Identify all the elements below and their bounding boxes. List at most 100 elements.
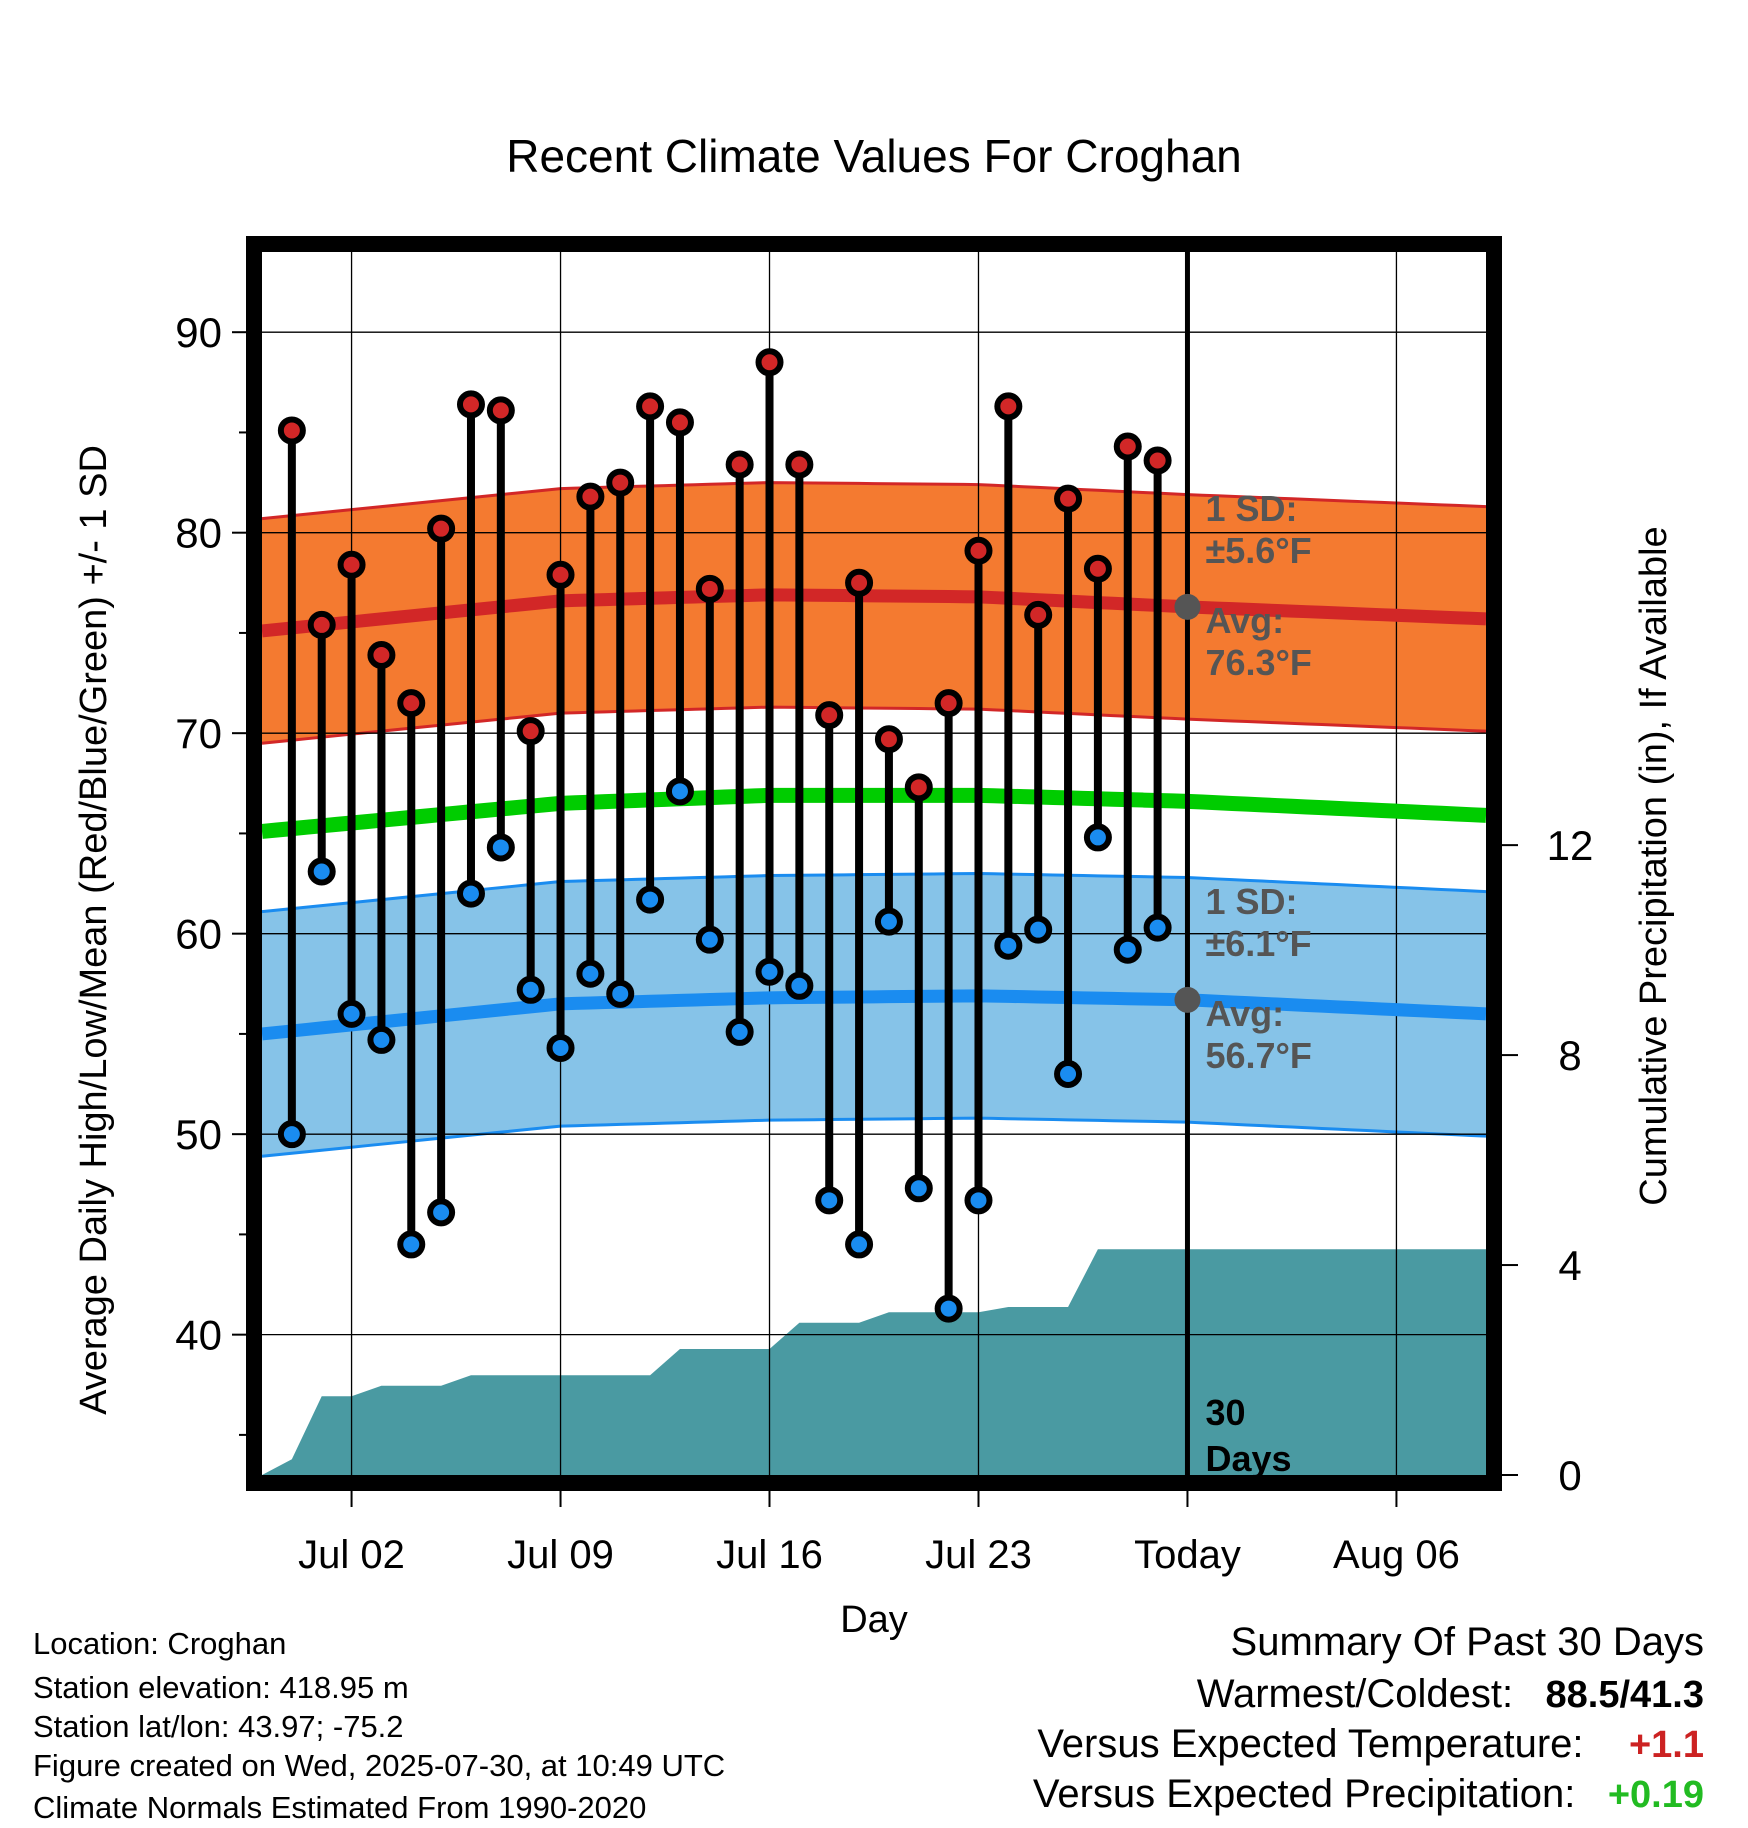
precip-label: Versus Expected Precipitation: xyxy=(1032,1772,1576,1816)
low-point xyxy=(337,999,366,1028)
high-avg-marker xyxy=(1174,593,1201,620)
low-point xyxy=(277,1120,306,1149)
y-axis-label: Average Daily High/Low/Mean (Red/Blue/Gr… xyxy=(73,445,115,1415)
high-point xyxy=(337,550,366,579)
days-word: Days xyxy=(1205,1438,1291,1479)
low-point xyxy=(904,1174,933,1203)
high-point xyxy=(606,468,635,497)
high-point xyxy=(904,773,933,802)
high-point xyxy=(546,560,575,589)
high-avg-label: Avg: xyxy=(1205,600,1284,641)
low-point xyxy=(1024,915,1053,944)
low-point xyxy=(606,979,635,1008)
footer-normals: Climate Normals Estimated From 1990-2020 xyxy=(33,1790,647,1825)
high-point xyxy=(755,348,784,377)
low-point xyxy=(874,907,903,936)
high-point xyxy=(636,392,665,421)
low-point xyxy=(1083,823,1112,852)
summary-title: Summary Of Past 30 Days xyxy=(1230,1620,1704,1664)
high-point xyxy=(1054,484,1083,513)
high-point xyxy=(516,717,545,746)
warm-cold-label: Warmest/Coldest: xyxy=(1196,1672,1514,1716)
low-point xyxy=(427,1198,456,1227)
high-point xyxy=(1113,432,1142,461)
high-point xyxy=(874,725,903,754)
low-sd-value: ±6.1°F xyxy=(1205,923,1311,964)
normal-bands xyxy=(261,481,1487,1158)
low-point xyxy=(516,975,545,1004)
low-point xyxy=(1054,1060,1083,1089)
low-point xyxy=(636,885,665,914)
axes: 40 50 60 70 80 90 0 4 8 12 Jul 02 Jul 09 Jul 16 Jul 2… xyxy=(175,236,1593,1577)
low-point xyxy=(934,1294,963,1323)
high-point xyxy=(1024,600,1053,629)
low-point xyxy=(755,957,784,986)
low-point xyxy=(1143,913,1172,942)
temp-label: Versus Expected Temperature: xyxy=(1037,1722,1584,1766)
plot-frame xyxy=(246,236,1502,1491)
low-point xyxy=(964,1186,993,1215)
low-avg-value: 56.7°F xyxy=(1205,1035,1311,1076)
x-tick-label: Jul 09 xyxy=(507,1533,614,1577)
footer-location: Location: Croghan xyxy=(33,1626,287,1661)
high-sd-label: 1 SD: xyxy=(1205,488,1297,529)
high-point xyxy=(964,536,993,565)
y-tick-label: 80 xyxy=(175,510,222,557)
y-tick-label: 90 xyxy=(175,309,222,356)
low-point xyxy=(695,925,724,954)
x-tick-label: Aug 06 xyxy=(1333,1533,1460,1577)
y-tick-label: 50 xyxy=(175,1111,222,1158)
high-point xyxy=(456,390,485,419)
y2-axis-label: Cumulative Precipitation (in), If Availa… xyxy=(1633,526,1675,1205)
high-point xyxy=(1083,554,1112,583)
high-point xyxy=(845,568,874,597)
low-point xyxy=(815,1186,844,1215)
y2-tick-label: 0 xyxy=(1558,1452,1581,1499)
high-point xyxy=(815,701,844,730)
low-point xyxy=(665,777,694,806)
low-point xyxy=(725,1017,754,1046)
high-sd-band xyxy=(262,482,1486,744)
footer-latlon: Station lat/lon: 43.97; -75.2 xyxy=(33,1709,404,1744)
high-avg-value: 76.3°F xyxy=(1205,642,1311,683)
high-point xyxy=(367,640,396,669)
high-point xyxy=(665,408,694,437)
high-point xyxy=(427,514,456,543)
high-sd-band-lower xyxy=(261,705,1487,745)
high-point xyxy=(695,574,724,603)
x-tick-label: Jul 16 xyxy=(716,1533,823,1577)
temp-value: +1.1 xyxy=(1628,1724,1704,1766)
precip-area xyxy=(262,1249,1486,1475)
normal-lines xyxy=(261,588,1487,1041)
summary-temp: Versus Expected Temperature: +1.1 xyxy=(1037,1722,1704,1767)
high-point xyxy=(725,450,754,479)
days-count: 30 xyxy=(1205,1392,1245,1433)
high-point xyxy=(934,689,963,718)
normal-high-line xyxy=(261,588,1487,638)
y2-tick-label: 4 xyxy=(1558,1242,1581,1289)
high-point xyxy=(785,450,814,479)
daily-temps xyxy=(277,348,1172,1323)
low-avg-marker xyxy=(1174,986,1201,1013)
low-sd-band-lower xyxy=(261,1116,1487,1158)
x-tick-label: Today xyxy=(1134,1533,1241,1577)
footer-created: Figure created on Wed, 2025-07-30, at 10… xyxy=(33,1748,726,1783)
low-point xyxy=(1113,935,1142,964)
high-point xyxy=(576,482,605,511)
low-point xyxy=(367,1025,396,1054)
high-point xyxy=(1143,446,1172,475)
high-point xyxy=(486,396,515,425)
high-sd-band-upper xyxy=(261,481,1487,521)
low-point xyxy=(397,1230,426,1259)
high-point xyxy=(307,610,336,639)
low-point xyxy=(456,879,485,908)
low-sd-label: 1 SD: xyxy=(1205,881,1297,922)
high-point xyxy=(397,689,426,718)
low-point xyxy=(576,959,605,988)
footer-elevation: Station elevation: 418.95 m xyxy=(33,1670,409,1705)
precip-layer xyxy=(262,1249,1486,1475)
low-point xyxy=(785,971,814,1000)
precip-value: +0.19 xyxy=(1607,1774,1704,1816)
